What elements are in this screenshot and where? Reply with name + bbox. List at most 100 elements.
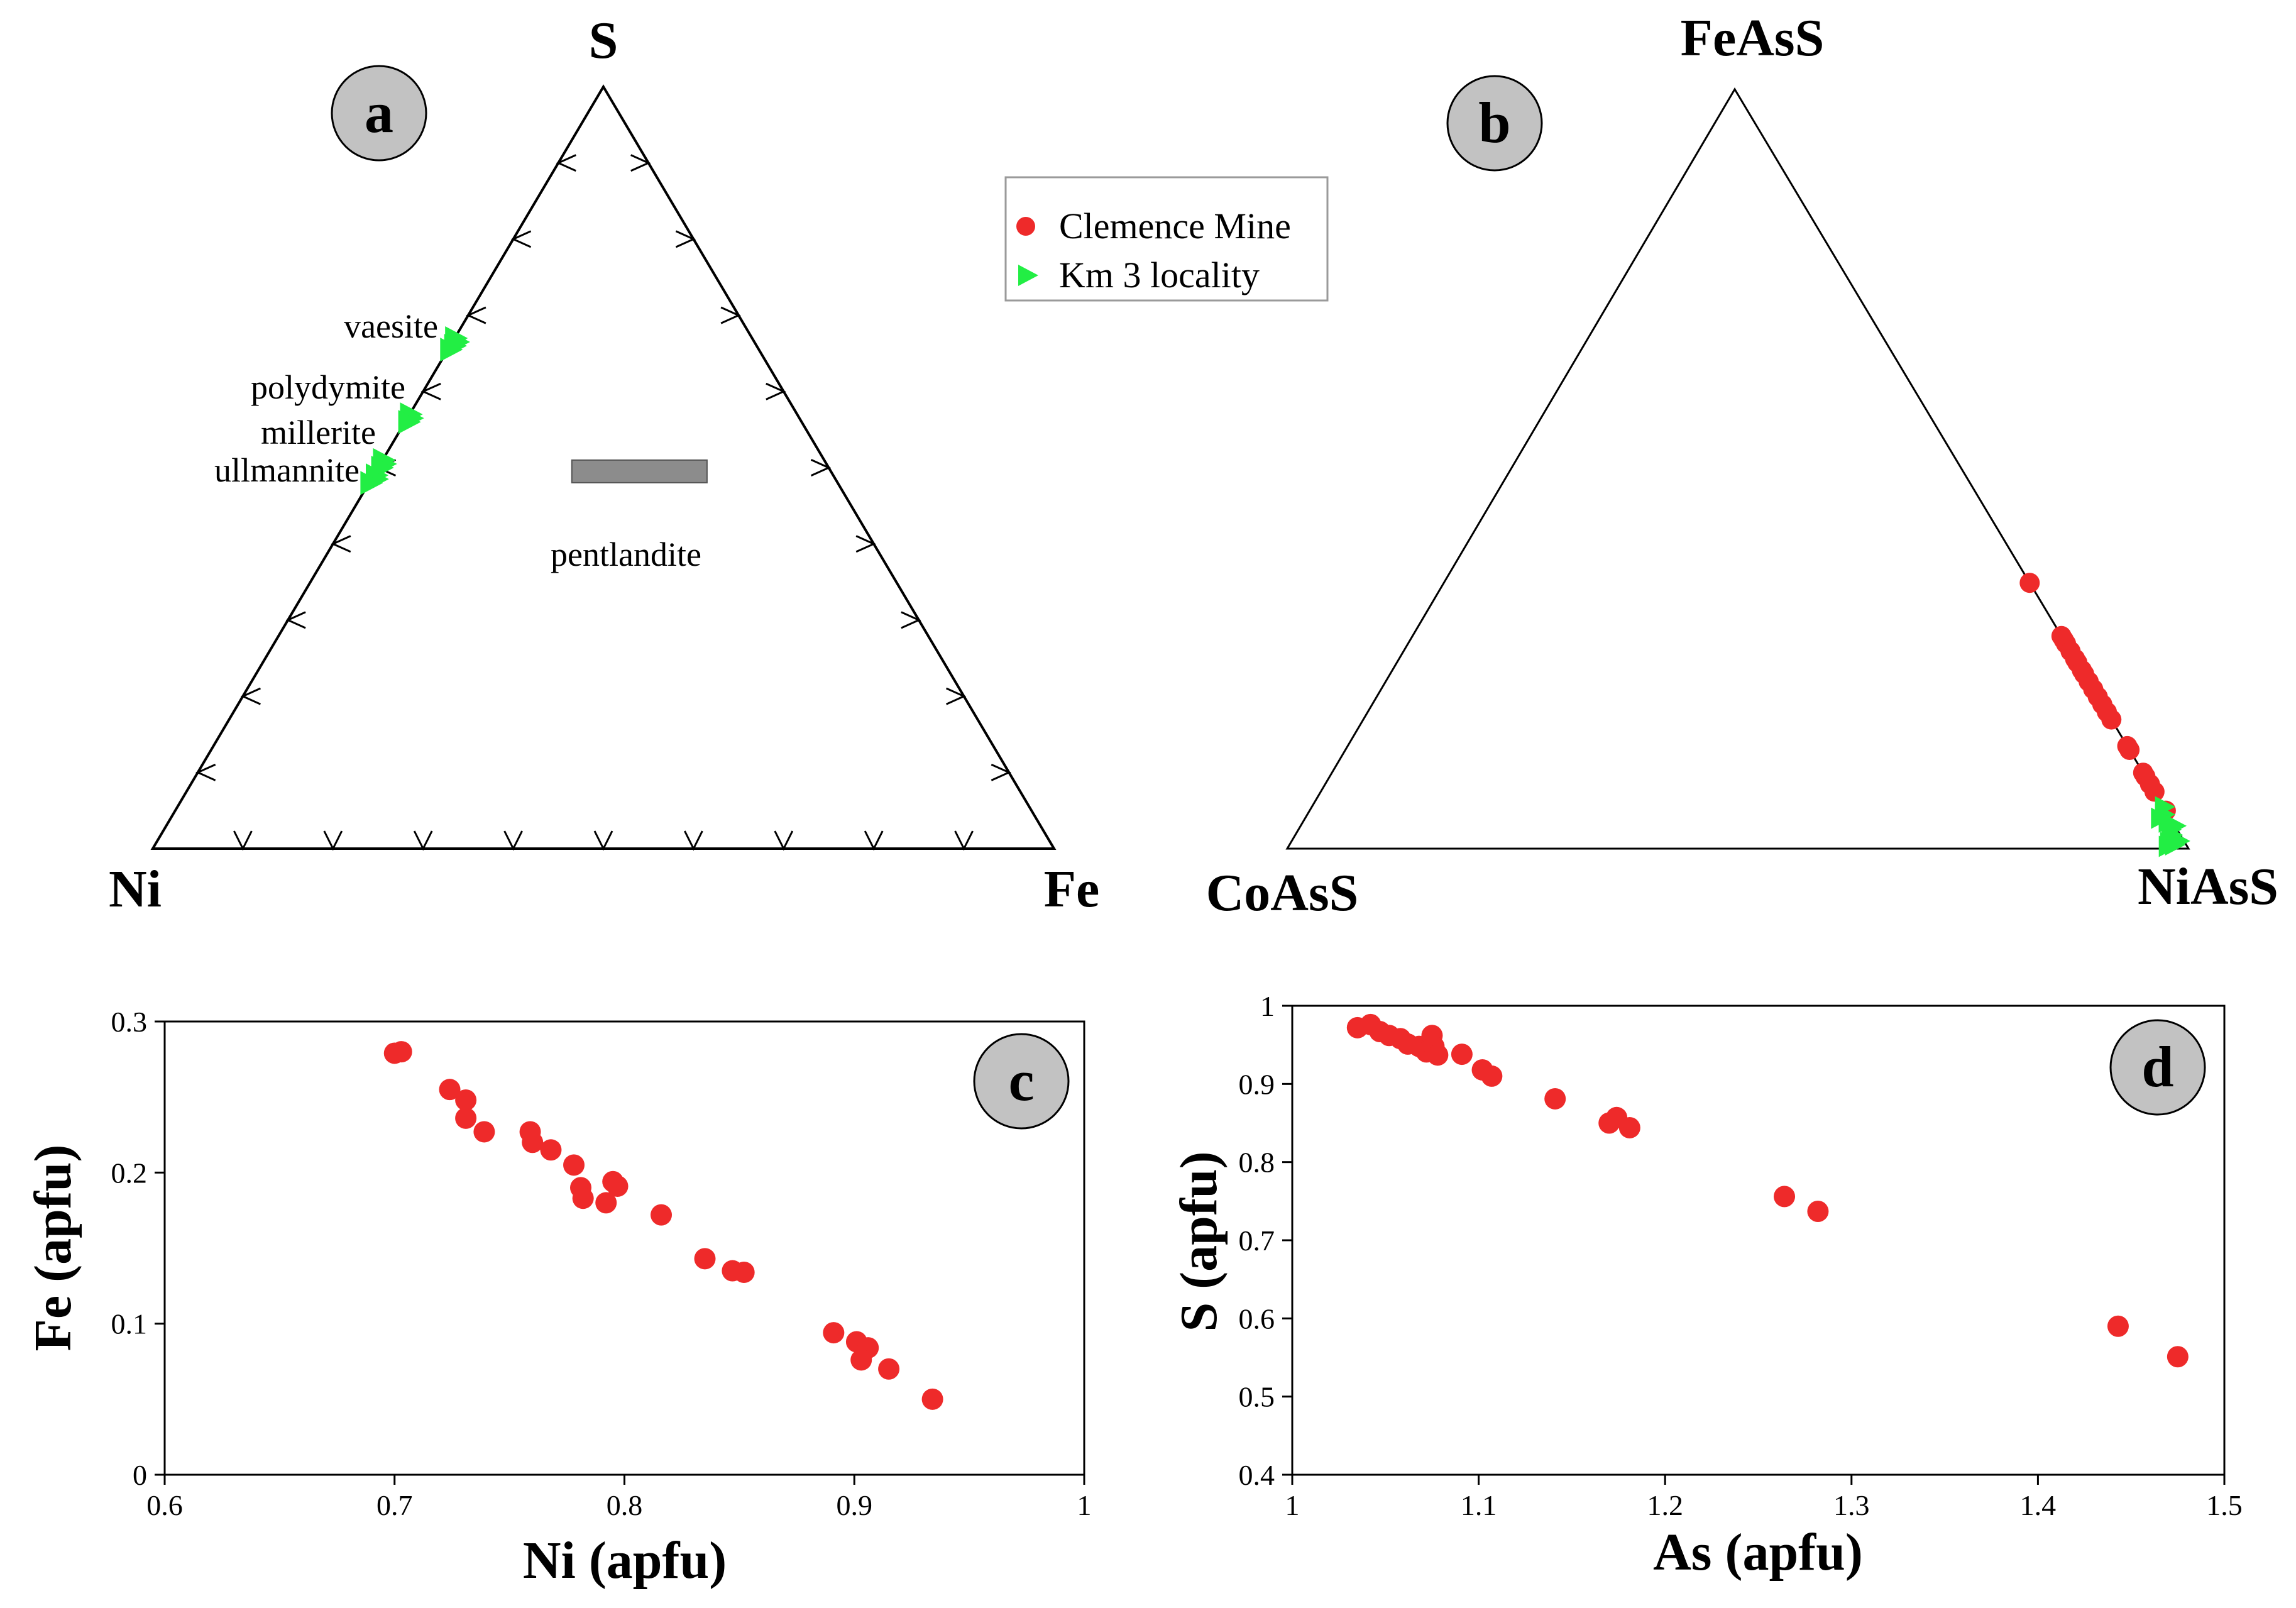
scatter-panel-c: 0.6 0.7 0.8 0.9 1 0 0.1 0.2 0.3 Ni (apfu) Fe (ap… <box>24 1006 1092 1590</box>
plot-d-ytick-label: 0.9 <box>1239 1068 1275 1100</box>
km3-point-a <box>440 338 463 362</box>
ternary-a-tick <box>285 611 306 629</box>
ternary-panel-b: FeAsS CoAsS NiAsS b <box>1206 9 2278 922</box>
plot-d-xtick-label: 1.1 <box>1461 1489 1497 1521</box>
ternary-a-points <box>360 326 470 495</box>
km3-point-a <box>360 471 383 495</box>
apex-label-s: S <box>589 11 618 70</box>
ternary-panel-a: S Ni Fe vaesite polydymite millerite ull… <box>109 11 1099 918</box>
plot-d-ytick-label: 1 <box>1260 990 1275 1022</box>
ternary-a-tick <box>593 830 613 851</box>
plot-d-xtick-label: 1 <box>1285 1489 1300 1521</box>
ternary-a-tick <box>420 382 441 400</box>
clemence-point-c <box>455 1089 477 1111</box>
apex-label-ni: Ni <box>109 860 162 918</box>
legend-label-clemence: Clemence Mine <box>1059 206 1291 246</box>
plot-c-xlabel: Ni (apfu) <box>523 1531 727 1590</box>
plot-d-ytick-label: 0.7 <box>1239 1225 1275 1257</box>
clemence-point-d <box>1807 1200 1829 1222</box>
km3-point-b <box>2158 835 2179 857</box>
plot-d-xtick-label: 1.3 <box>1833 1489 1870 1521</box>
clemence-point-c <box>733 1261 755 1283</box>
ternary-a-tick <box>991 763 1011 781</box>
clemence-point-c <box>823 1322 845 1344</box>
clemence-point-c <box>694 1248 716 1270</box>
legend: Clemence Mine Km 3 locality <box>1004 176 1329 302</box>
ternary-a-tick <box>556 154 576 172</box>
plot-d-xtick-label: 1.4 <box>2020 1489 2057 1521</box>
plot-c-ylabel: Fe (apfu) <box>24 1145 82 1352</box>
clemence-point-c <box>572 1187 594 1209</box>
ternary-a-tick <box>954 830 974 851</box>
ternary-a-tick <box>195 763 216 781</box>
ternary-a-tick <box>766 382 786 400</box>
ternary-a-tick <box>810 459 832 476</box>
plot-d-ytick-label: 0.6 <box>1239 1302 1275 1335</box>
plot-c-xtick-label: 0.9 <box>837 1489 873 1521</box>
clemence-point-d <box>1774 1186 1796 1208</box>
plot-c-axes: 0.6 0.7 0.8 0.9 1 0 0.1 0.2 0.3 <box>111 1006 1092 1521</box>
apex-label-fe: Fe <box>1044 860 1100 918</box>
km3-point-b <box>2151 807 2172 829</box>
km3-point-a <box>398 410 421 434</box>
legend-marker-km3 <box>1018 265 1038 286</box>
plot-d-points <box>1346 1013 2189 1368</box>
clemence-point-c <box>595 1192 617 1214</box>
ternary-a-tick <box>774 830 794 851</box>
panel-badge-c-circle <box>973 1033 1070 1130</box>
clemence-point-d <box>1618 1116 1640 1138</box>
plot-c-ytick-label: 0.1 <box>111 1308 148 1340</box>
clemence-point-b <box>2144 781 2165 802</box>
ternary-b-frame <box>1285 87 2190 850</box>
ternary-a-tick <box>331 535 351 553</box>
clemence-point-c <box>390 1041 412 1063</box>
clemence-point-b <box>2101 709 2122 730</box>
ternary-a-tick <box>901 611 921 629</box>
legend-marker-clemence <box>1016 217 1035 236</box>
panel-label-d: d <box>2141 1035 2173 1099</box>
km3-point-b <box>2170 830 2190 852</box>
ternary-a-tick <box>323 830 343 851</box>
panel-badge-a: a <box>331 65 427 162</box>
panel-badge-a-circle <box>331 65 427 162</box>
clemence-point-c <box>439 1079 461 1101</box>
mineral-label-ullmannite: ullmannite <box>214 451 360 489</box>
clemence-point-c <box>921 1388 943 1410</box>
plot-d-xlabel: As (apfu) <box>1653 1523 1863 1582</box>
ternary-a-ticks <box>195 154 1011 851</box>
ternary-a-tick <box>503 830 523 851</box>
ternary-a-tick <box>510 230 532 248</box>
panel-badge-b: b <box>1446 75 1543 172</box>
clemence-point-c <box>651 1204 673 1226</box>
ternary-b-points <box>2019 573 2190 857</box>
ternary-a-tick <box>675 230 696 248</box>
panel-label-b: b <box>1478 91 1510 155</box>
plot-c-xtick-label: 0.6 <box>146 1489 183 1521</box>
plot-c-xtick-label: 0.8 <box>607 1489 643 1521</box>
plot-c-frame <box>163 1020 1085 1476</box>
apex-label-feass: FeAsS <box>1681 9 1825 67</box>
scatter-panel-d: 1 1.1 1.2 1.3 1.4 1.5 0.4 0.5 0.6 0.7 0.8 0.9 1 As (… <box>1170 990 2243 1582</box>
clemence-point-d <box>2167 1346 2189 1368</box>
legend-label-km3: Km 3 locality <box>1059 255 1260 295</box>
ternary-a-tick <box>720 306 741 324</box>
plot-c-points <box>383 1041 943 1410</box>
plot-c-xtick-label: 0.7 <box>376 1489 413 1521</box>
clemence-point-c <box>878 1358 900 1380</box>
legend-box <box>1004 176 1329 302</box>
plot-d-xtick-label: 1.2 <box>1647 1489 1683 1521</box>
plot-d-ylabel: S (apfu) <box>1170 1151 1228 1331</box>
clemence-point-d <box>2107 1315 2129 1337</box>
clemence-point-d <box>1544 1088 1566 1110</box>
plot-c-xtick-label: 1 <box>1077 1489 1092 1521</box>
plot-d-ytick-label: 0.5 <box>1239 1381 1275 1413</box>
ternary-a-tick <box>684 830 703 851</box>
clemence-point-c <box>455 1107 477 1129</box>
ternary-a-tick <box>233 830 253 851</box>
mineral-label-millerite: millerite <box>261 414 376 451</box>
mineral-label-polydymite: polydymite <box>251 368 405 406</box>
plot-d-ytick-label: 0.4 <box>1239 1459 1275 1491</box>
plot-c-ytick-label: 0.2 <box>111 1157 148 1189</box>
ternary-a-tick <box>240 687 261 705</box>
apex-label-coass: CoAsS <box>1206 864 1359 922</box>
